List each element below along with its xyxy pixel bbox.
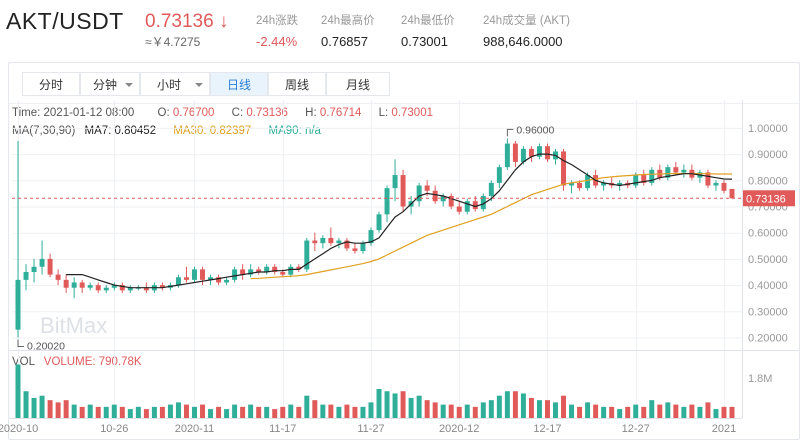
high-value: 0.76714 xyxy=(319,107,362,119)
tab-hour[interactable]: 小时 xyxy=(140,72,210,96)
stat-value: 988,646.0000 xyxy=(483,34,563,49)
stat-label: 24h涨跌 xyxy=(256,15,299,27)
market-header: AKT/USDT 0.73136 ↓ ≈￥4.7275 24h涨跌 -2.44%… xyxy=(0,0,805,58)
stat-high: 24h最高价 0.76857 xyxy=(321,12,375,49)
cny-price: ≈￥4.7275 xyxy=(145,35,201,49)
tab-weekly[interactable]: 周线 xyxy=(268,72,326,96)
close-label: C: xyxy=(231,107,244,119)
stat-label: 24h最低价 xyxy=(401,15,455,27)
vol-label: VOL xyxy=(12,356,35,368)
ma30-value: MA30: 0.82397 xyxy=(173,125,252,137)
tab-monthly[interactable]: 月线 xyxy=(326,72,390,96)
last-price: 0.73136 ↓ xyxy=(145,11,229,32)
stat-change: 24h涨跌 -2.44% xyxy=(256,12,298,49)
ohlc-info: Time: 2021-01-12 08:00 O: 0.76700 C: 0.7… xyxy=(12,107,433,119)
ma7-value: MA7: 0.80452 xyxy=(84,125,157,137)
tab-daily[interactable]: 日线 xyxy=(210,72,268,96)
open-value: 0.76700 xyxy=(172,107,215,119)
tab-timeline[interactable]: 分时 xyxy=(22,72,80,96)
low-label: L: xyxy=(378,107,389,119)
stat-value: -2.44% xyxy=(256,34,298,49)
stat-value: 0.73001 xyxy=(401,34,448,49)
chevron-down-icon xyxy=(125,83,133,87)
close-value: 0.73136 xyxy=(246,107,288,119)
pair-title: AKT/USDT xyxy=(6,8,124,34)
chart-panel: 分时 分钟 小时 日线 周线 月线 xyxy=(8,62,800,440)
volume-info: VOL VOLUME: 790.78K xyxy=(12,356,142,368)
stat-value: 0.76857 xyxy=(321,34,368,49)
stat-label: 24h最高价 xyxy=(321,15,375,27)
ma-label: MA(7,30,90) xyxy=(12,125,76,137)
volume-value: VOLUME: 790.78K xyxy=(43,356,142,368)
stat-low: 24h最低价 0.73001 xyxy=(401,12,455,49)
tab-minute[interactable]: 分钟 xyxy=(80,72,140,96)
price-down-arrow-icon: ↓ xyxy=(218,11,229,32)
high-label: H: xyxy=(305,107,317,119)
chevron-down-icon xyxy=(195,83,203,87)
interval-toolbar: 分时 分钟 小时 日线 周线 月线 xyxy=(9,63,799,104)
open-label: O: xyxy=(157,107,170,119)
stat-volume: 24h成交量 (AKT) 988,646.0000 xyxy=(483,12,570,49)
candle-time: Time: 2021-01-12 08:00 xyxy=(12,107,135,119)
ma90-value: MA90: n/a xyxy=(268,125,321,137)
stat-label: 24h成交量 (AKT) xyxy=(483,15,570,27)
low-value: 0.73001 xyxy=(391,107,433,119)
ma-info: MA(7,30,90) MA7: 0.80452 MA30: 0.82397 M… xyxy=(12,125,321,137)
